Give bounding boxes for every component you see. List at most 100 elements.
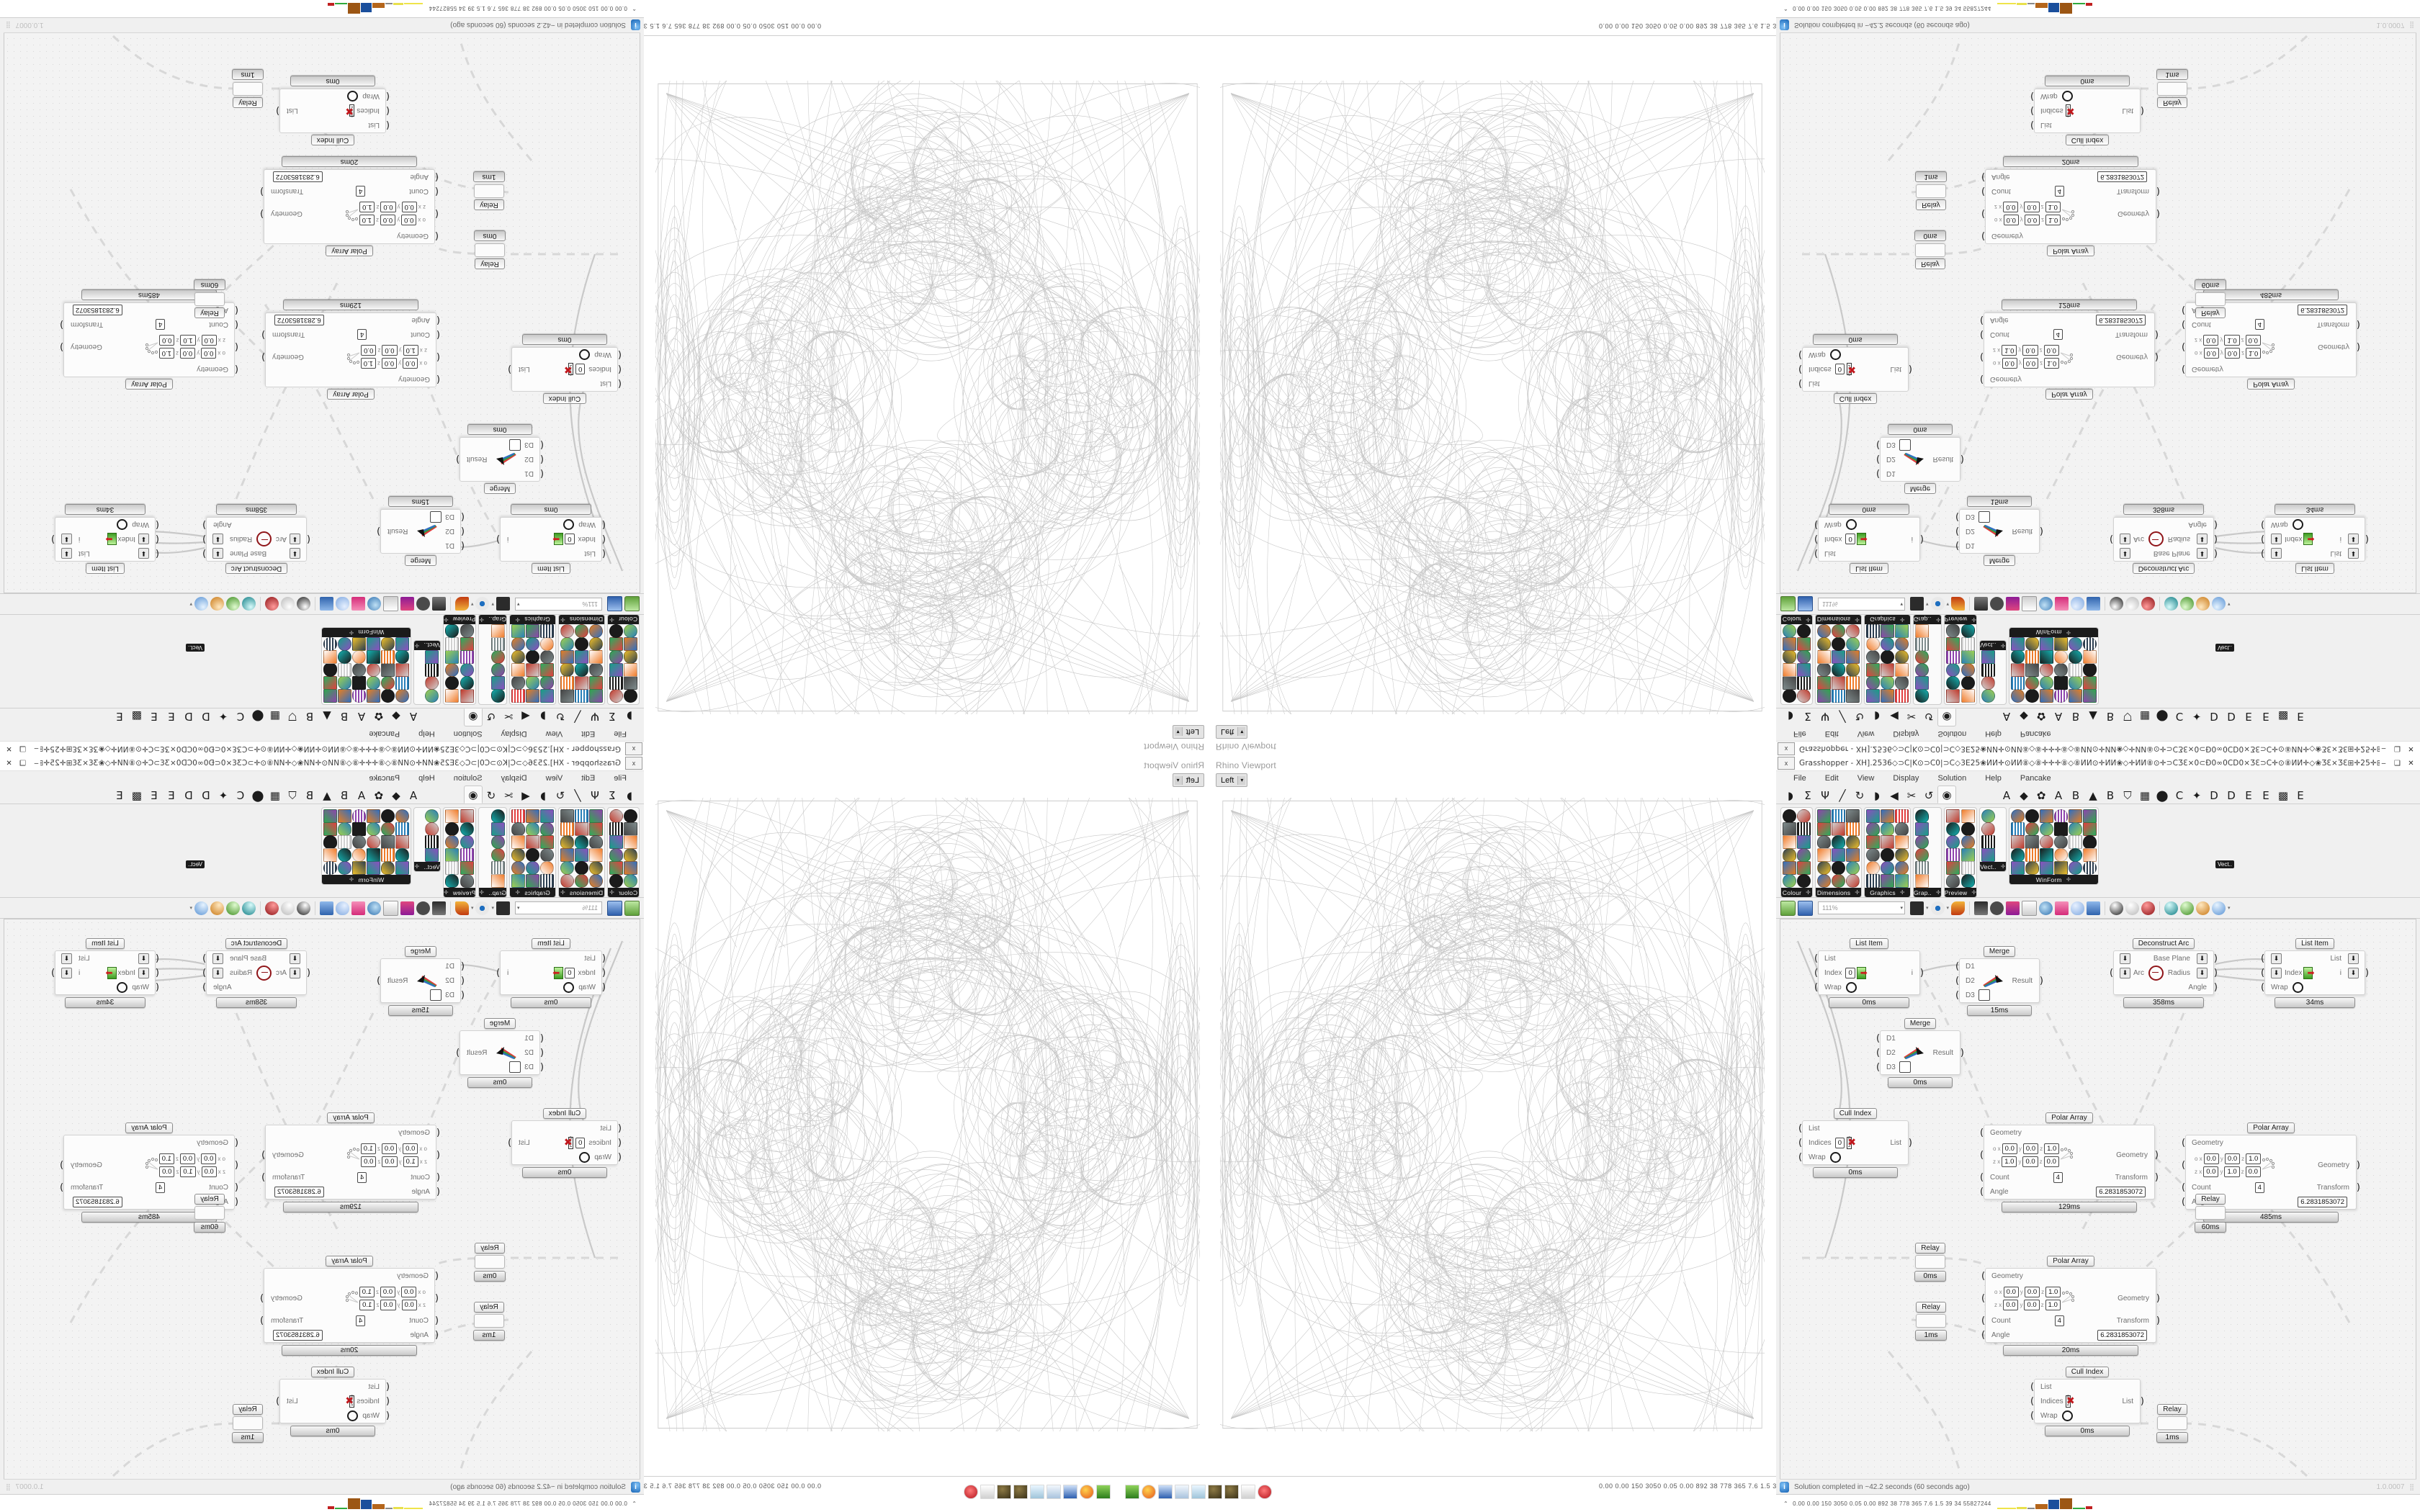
node-param-row[interactable]: (D1: [1955, 959, 2039, 973]
component-icon[interactable]: [526, 835, 539, 849]
grasshopper-title-bar[interactable]: x Grasshopper - XH].2536◇⊃C|K⊙⊃C0|⊃C◇3E2…: [1776, 756, 2420, 771]
flame-icon[interactable]: [1951, 901, 1966, 915]
down-arrow-icon[interactable]: ⬇: [2271, 534, 2282, 545]
plane-axis-value[interactable]: 1.0: [360, 358, 376, 369]
tray-group-left[interactable]: [964, 1485, 1111, 1499]
component-icon[interactable]: [2053, 861, 2068, 875]
node-pin[interactable]: ): [276, 105, 280, 117]
plane-axis-value[interactable]: 0.0: [380, 1286, 396, 1297]
component-icon[interactable]: [2025, 809, 2039, 823]
menu-item-view[interactable]: View: [1857, 774, 1875, 783]
tab-left-4[interactable]: ↻: [1855, 788, 1865, 802]
shading-black-icon[interactable]: [2110, 597, 2124, 611]
gh-node-polar-array-1[interactable]: Polar Array(Geometry(o x 0.0 y 0.0 z 1.0 z x 1.…: [261, 300, 440, 400]
component-icon[interactable]: [511, 637, 525, 651]
panel-expand-icon[interactable]: ✛: [609, 616, 614, 623]
tab-right-9[interactable]: ⬤: [2156, 788, 2169, 802]
menu-item-edit[interactable]: Edit: [1824, 774, 1839, 783]
plane-axis-value[interactable]: 0.0: [361, 345, 377, 356]
node-pin[interactable]: (: [434, 186, 439, 197]
tab-right-6[interactable]: B: [305, 710, 314, 724]
component-icon[interactable]: [1846, 663, 1860, 677]
component-icon[interactable]: [395, 650, 410, 664]
preview-green-icon[interactable]: [225, 901, 240, 915]
component-icon[interactable]: [367, 835, 381, 849]
panel-expand-icon[interactable]: ✛: [1806, 616, 1811, 623]
component-icon[interactable]: [526, 676, 539, 690]
panel-expand-icon[interactable]: ✛: [560, 889, 565, 896]
node-pin[interactable]: (: [2182, 1196, 2186, 1207]
node-param-row[interactable]: (D1: [1876, 1031, 1960, 1045]
menu-item-display[interactable]: Display: [501, 774, 527, 783]
grasshopper-title-bar[interactable]: x Grasshopper - XH].2536◇⊃C|K⊙⊃C0|⊃C◇3E2…: [0, 756, 644, 771]
shading-red-icon[interactable]: [2141, 597, 2156, 611]
component-icon[interactable]: [424, 809, 439, 823]
ribbon-panel-graphics[interactable]: Graphics ✛: [509, 614, 556, 705]
sphere-dark-icon-2[interactable]: [1224, 1485, 1239, 1499]
component-icon[interactable]: [526, 624, 539, 638]
component-icon[interactable]: [1945, 676, 1960, 690]
tab-right-5[interactable]: ▲: [323, 710, 331, 724]
node-pin[interactable]: (: [1798, 1137, 1803, 1148]
relay-knob[interactable]: [1915, 243, 1945, 257]
param-value[interactable]: 6.2831853072: [274, 1186, 324, 1197]
plane-orientation-gizmo[interactable]: [2059, 349, 2075, 366]
panel-expand-icon[interactable]: ✛: [1899, 616, 1905, 623]
plane-orientation-gizmo[interactable]: [344, 1290, 359, 1307]
ribbon-panel-footer[interactable]: Preview ✛: [1944, 615, 1977, 624]
relay-knob[interactable]: [475, 243, 505, 257]
node-pin[interactable]: ): [60, 1182, 64, 1193]
ribbon-panel-colour[interactable]: Colour ✛: [1780, 807, 1813, 898]
component-icon[interactable]: [424, 689, 439, 703]
node-param-row[interactable]: (Count 4 Transform): [1981, 184, 2160, 199]
component-icon[interactable]: [491, 822, 505, 836]
node-pin[interactable]: (: [1814, 953, 1819, 964]
node-param-row[interactable]: (D1: [460, 467, 544, 481]
maximize-icon[interactable]: ❑: [19, 759, 26, 768]
floppy-green-icon[interactable]: [1125, 1485, 1139, 1499]
component-icon[interactable]: [624, 874, 637, 888]
node-param-row[interactable]: (Count 4 Transform): [261, 1170, 440, 1184]
plane-axis-value[interactable]: 0.0: [380, 1299, 396, 1310]
plane-axis-value[interactable]: 0.0: [2203, 348, 2219, 359]
node-pin[interactable]: ): [260, 208, 264, 220]
component-icon[interactable]: [460, 663, 475, 677]
relay-caption[interactable]: Relay: [1915, 1243, 1945, 1254]
plane-axis-value[interactable]: 1.0: [2224, 335, 2240, 346]
boolean-toggle-icon[interactable]: [1845, 981, 1857, 993]
component-icon[interactable]: [445, 809, 460, 823]
gh-relay-relay-2[interactable]: Relay 0ms: [470, 230, 510, 269]
gh-node-merge-2[interactable]: Merge(D1(D2 Result)(D3 0ms: [456, 424, 544, 494]
node-pin[interactable]: (: [1798, 378, 1803, 390]
component-icon[interactable]: [460, 676, 475, 690]
component-icon[interactable]: [323, 676, 338, 690]
component-icon[interactable]: [1945, 874, 1960, 888]
node-pin[interactable]: (: [601, 981, 606, 993]
component-icon[interactable]: [367, 861, 381, 875]
node-param-row[interactable]: (o x 0.0 y 0.0 z 1.0 z x 0.0 y 1.0 z 0.0 Geometry): [2182, 332, 2360, 362]
component-icon[interactable]: [2039, 861, 2053, 875]
close-window-icon[interactable]: ✕: [6, 759, 12, 768]
node-param-row[interactable]: (⬇ Arc Radius ⬇): [2110, 965, 2218, 981]
node-pin[interactable]: (: [234, 341, 238, 353]
component-icon[interactable]: [1846, 848, 1860, 862]
param-value[interactable]: 0: [565, 967, 575, 978]
plane-axis-value[interactable]: 0.0: [2022, 1143, 2039, 1154]
param-value[interactable]: 4: [2054, 1315, 2064, 1326]
component-icon[interactable]: [2025, 637, 2039, 651]
component-icon[interactable]: [1797, 861, 1811, 875]
tray-left[interactable]: [958, 1485, 1462, 1499]
relay-knob[interactable]: [475, 1255, 505, 1269]
grasshopper-title-bar[interactable]: x Grasshopper - XH].2536◇⊃C|K⊙⊃C0|⊃C◇3E2…: [0, 741, 644, 756]
zoom-level-field[interactable]: 111% ▾: [515, 901, 602, 914]
component-icon[interactable]: [2025, 663, 2039, 677]
node-pin[interactable]: (: [1955, 975, 1960, 986]
node-param-row[interactable]: (D1: [381, 539, 465, 553]
component-icon[interactable]: [2025, 861, 2039, 875]
node-pin[interactable]: (: [1798, 349, 1803, 361]
preview-orange-icon[interactable]: [2196, 597, 2210, 611]
gh-node-cull-index-2[interactable]: Cull Index(List(Indices 0 1 2 ✖ List)(Wrap 0ms: [276, 1367, 390, 1436]
balloon-icon[interactable]: [335, 901, 349, 915]
